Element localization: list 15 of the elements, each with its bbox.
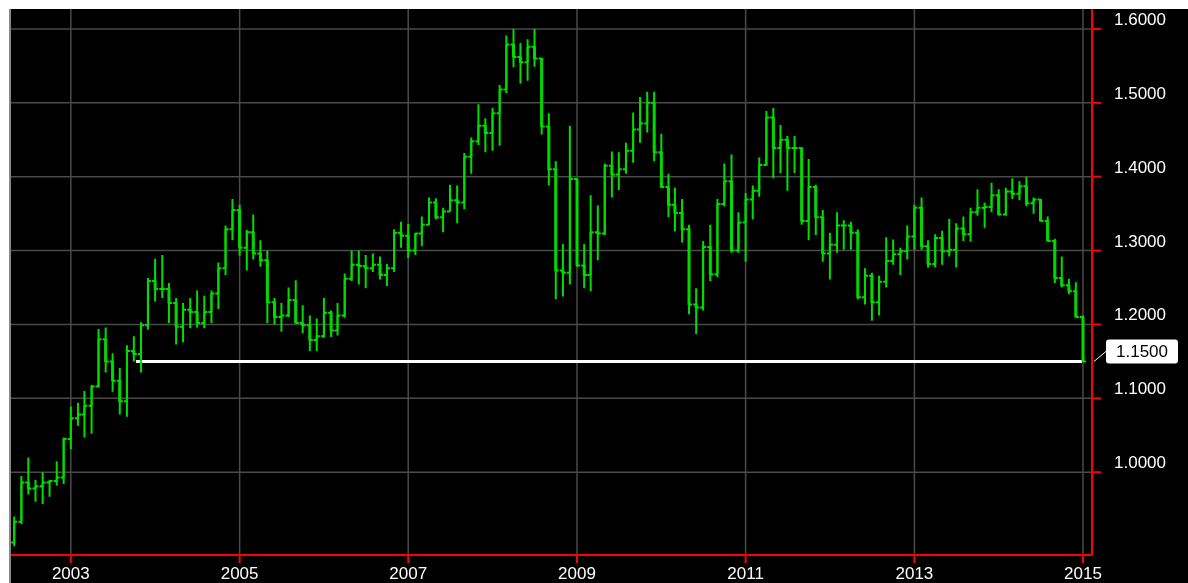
x-tick-label: 2013	[895, 564, 934, 583]
y-tick-label: 1.6000	[1114, 9, 1166, 29]
x-tick-label: 2011	[727, 564, 764, 583]
y-tick-label: 1.0000	[1114, 453, 1166, 473]
y-tick-label: 1.4000	[1114, 157, 1166, 177]
x-tick-label: 2003	[51, 564, 90, 583]
y-tick-label: 1.2000	[1114, 305, 1166, 325]
x-tick-label: 2005	[220, 564, 259, 583]
x-tick-label: 2007	[389, 564, 428, 583]
y-tick-label: 1.1000	[1114, 379, 1166, 399]
y-tick-label: 1.3000	[1114, 231, 1166, 251]
x-tick-label: 2015	[1064, 564, 1102, 583]
x-tick-label: 2009	[558, 564, 596, 583]
ref-line-label: 1.1500	[1116, 342, 1168, 362]
y-tick-label: 1.5000	[1114, 83, 1166, 103]
